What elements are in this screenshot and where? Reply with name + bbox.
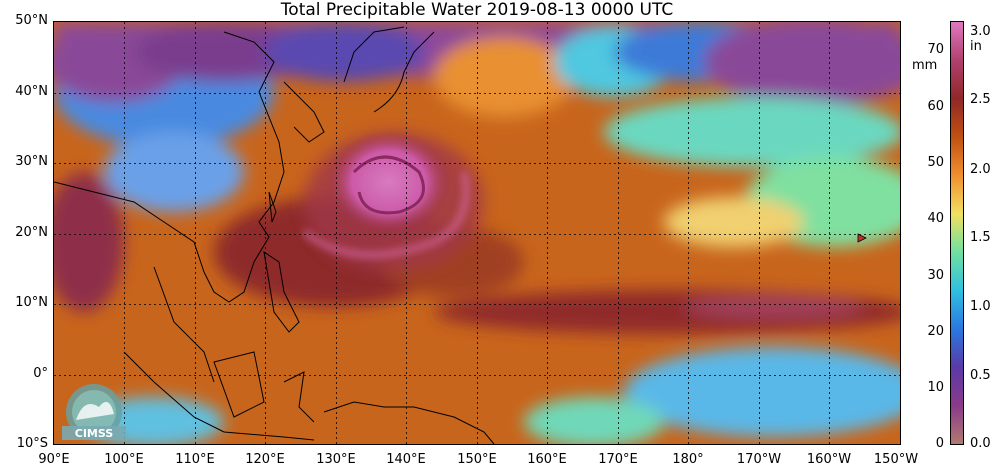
in-tick-0-0: 0.0 bbox=[970, 436, 991, 451]
lon-label-120e: 120°E bbox=[245, 452, 285, 467]
cimss-logo: CIMSS bbox=[62, 384, 126, 440]
mm-tick-0: 0 bbox=[935, 436, 944, 451]
mm-tick-20: 20 bbox=[927, 324, 944, 339]
precipitable-water-map: CIMSS bbox=[53, 21, 901, 445]
lon-label-160e: 160°E bbox=[527, 452, 567, 467]
colorbar bbox=[950, 21, 964, 445]
colorbar-in-unit: in bbox=[970, 39, 982, 54]
lon-label-140e: 140°E bbox=[386, 452, 426, 467]
typhoon-swirl bbox=[302, 130, 484, 272]
colorbar-mm-unit: mm bbox=[912, 58, 938, 73]
lat-label-40n: 40°N bbox=[15, 84, 48, 99]
mm-tick-40: 40 bbox=[927, 211, 944, 226]
mm-tick-50: 50 bbox=[927, 155, 944, 170]
lon-label-90e: 90°E bbox=[38, 452, 70, 467]
lat-label-30n: 30°N bbox=[15, 154, 48, 169]
in-tick-2-0: 2.0 bbox=[970, 162, 991, 177]
lat-label-10s: 10°S bbox=[16, 436, 48, 451]
mm-tick-10: 10 bbox=[927, 380, 944, 395]
in-tick-0-5: 0.5 bbox=[970, 368, 991, 383]
lon-label-170e: 170°E bbox=[598, 452, 638, 467]
lon-label-130e: 130°E bbox=[316, 452, 356, 467]
mm-tick-70: 70 bbox=[927, 42, 944, 57]
in-tick-3-0: 3.0 bbox=[970, 24, 991, 39]
map-canvas: CIMSS bbox=[54, 22, 900, 444]
moisture-field bbox=[54, 22, 900, 444]
lon-label-170w: 170°W bbox=[736, 452, 782, 467]
in-tick-1-5: 1.5 bbox=[970, 230, 991, 245]
lat-label-50n: 50°N bbox=[15, 13, 48, 28]
mm-tick-30: 30 bbox=[927, 268, 944, 283]
in-tick-1-0: 1.0 bbox=[970, 299, 991, 314]
lat-label-20n: 20°N bbox=[15, 225, 48, 240]
mm-tick-60: 60 bbox=[927, 99, 944, 114]
lat-label-10n: 10°N bbox=[15, 295, 48, 310]
map-title: Total Precipitable Water 2019-08-13 0000… bbox=[280, 0, 674, 20]
lat-label-0: 0° bbox=[33, 366, 48, 381]
lon-label-150w: 150°W bbox=[873, 452, 919, 467]
lon-label-150e: 150°E bbox=[457, 452, 497, 467]
lon-label-110e: 110°E bbox=[175, 452, 215, 467]
lon-label-180: 180° bbox=[672, 452, 704, 467]
coastlines bbox=[54, 26, 495, 444]
lon-label-160w: 160°W bbox=[806, 452, 852, 467]
storm-marker-icon bbox=[857, 233, 867, 243]
in-tick-2-5: 2.5 bbox=[970, 92, 991, 107]
lon-label-100e: 100°E bbox=[104, 452, 144, 467]
graticule bbox=[54, 22, 900, 444]
logo-text: CIMSS bbox=[75, 427, 114, 440]
